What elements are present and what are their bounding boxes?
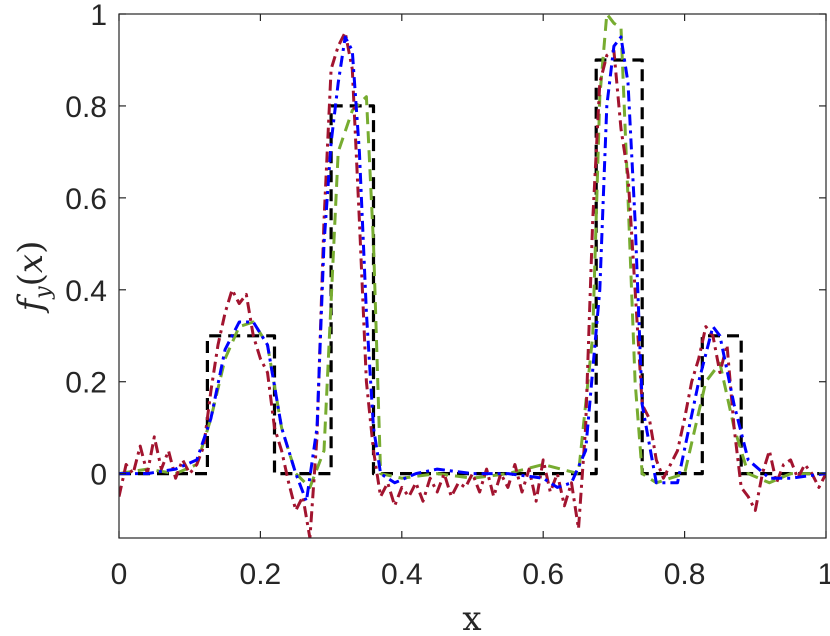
x-tick-label: 0.6 — [522, 558, 564, 591]
y-axis-label-sub: y — [31, 286, 56, 300]
y-tick-label: 0.8 — [65, 91, 107, 124]
y-axis-label-arg: ( — [11, 273, 51, 286]
x-tick-label: 0.8 — [664, 558, 706, 591]
x-tick-label: 0.2 — [240, 558, 282, 591]
y-tick-label: 0 — [90, 459, 107, 492]
tick-layer: 0 0.2 0.4 0.6 0.8 1 0 0.2 0.4 0.6 0.8 1 — [65, 0, 830, 591]
series-layer — [119, 14, 826, 538]
y-tick-label: 0.2 — [65, 367, 107, 400]
x-axis-label: x — [462, 599, 481, 636]
series-line-4 — [119, 35, 826, 503]
x-tick-label: 0 — [111, 558, 128, 591]
x-tick-label: 0.4 — [381, 558, 423, 591]
y-tick-label: 1 — [90, 0, 107, 32]
y-axis-label-x: x — [11, 254, 51, 273]
series-line-2 — [119, 14, 826, 489]
series-line-3 — [119, 30, 826, 538]
plot-frame — [118, 13, 827, 539]
y-tick-label: 0.6 — [65, 183, 107, 216]
x-tick-label: 1 — [818, 558, 830, 591]
y-tick-label: 0.4 — [65, 275, 107, 308]
y-axis-label: fy(x) — [11, 241, 56, 315]
series-line-1 — [119, 58, 826, 476]
y-axis-label-close: ) — [11, 241, 51, 254]
